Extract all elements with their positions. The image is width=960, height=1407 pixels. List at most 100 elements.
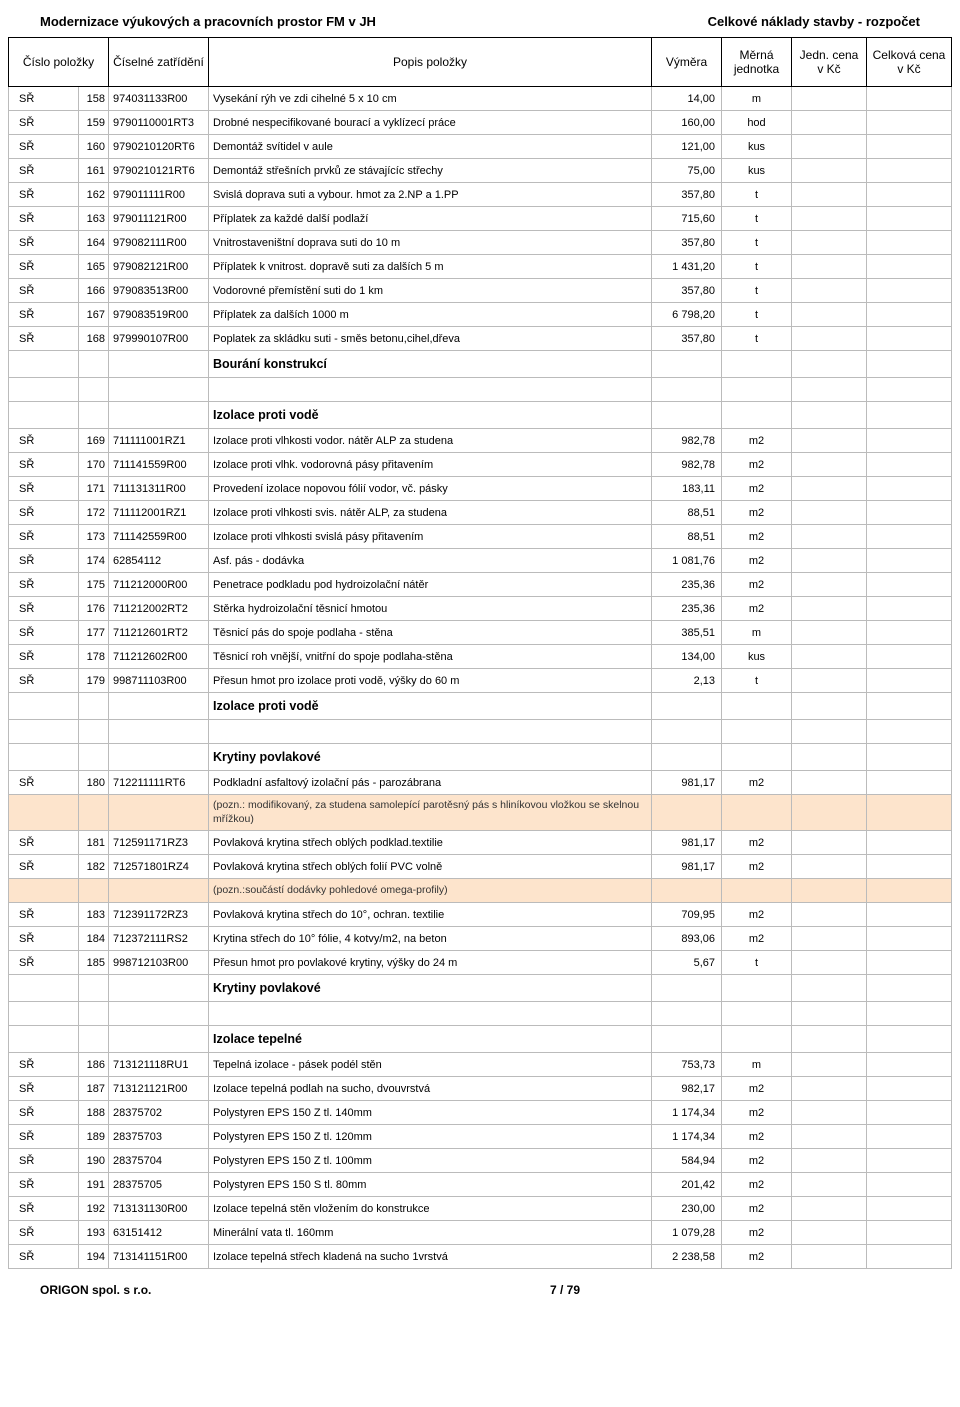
cell-unit-price (792, 1149, 867, 1173)
cell-qty: 357,80 (652, 327, 722, 351)
cell-qty: 753,73 (652, 1053, 722, 1077)
cell-total (867, 135, 952, 159)
cell-desc: Provedení izolace nopovou fólií vodor, v… (209, 477, 652, 501)
cell-unit-price (792, 771, 867, 795)
cell-desc: Izolace proti vlhkosti svis. nátěr ALP, … (209, 501, 652, 525)
cell-desc: Těsnicí pás do spoje podlaha - stěna (209, 621, 652, 645)
table-row: SŘ172711112001RZ1Izolace proti vlhkosti … (9, 501, 952, 525)
cell-code: 712591171RZ3 (109, 831, 209, 855)
table-row (9, 378, 952, 402)
table-row: SŘ186713121118RU1Tepelná izolace - pásek… (9, 1053, 952, 1077)
cell-unit-price (792, 525, 867, 549)
cell-qty: 88,51 (652, 501, 722, 525)
cell-sr: SŘ (9, 1221, 79, 1245)
cell-code: 713141151R00 (109, 1245, 209, 1269)
cell-unit-price (792, 87, 867, 111)
table-header-row: Číslo položky Číselné zatřídění Popis po… (9, 38, 952, 87)
cell-num: 178 (79, 645, 109, 669)
cell-code: 28375705 (109, 1173, 209, 1197)
cell-num: 168 (79, 327, 109, 351)
cell-desc: Izolace tepelná podlah na sucho, dvouvrs… (209, 1077, 652, 1101)
cell-code: 711142559R00 (109, 525, 209, 549)
cell-unit-price (792, 903, 867, 927)
cell-sr: SŘ (9, 111, 79, 135)
table-row: SŘ168979990107R00Poplatek za skládku sut… (9, 327, 952, 351)
cell-qty: 2 238,58 (652, 1245, 722, 1269)
cell-code: 711212000R00 (109, 573, 209, 597)
cell-total (867, 279, 952, 303)
table-row: SŘ162979011111R00Svislá doprava suti a v… (9, 183, 952, 207)
cell-unit-price (792, 1125, 867, 1149)
cell-code: 28375702 (109, 1101, 209, 1125)
cell-qty: 357,80 (652, 183, 722, 207)
cell-sr: SŘ (9, 771, 79, 795)
cell-code: 63151412 (109, 1221, 209, 1245)
cell-num: 185 (79, 951, 109, 975)
cell-code: 711212601RT2 (109, 621, 209, 645)
table-row: SŘ181712591171RZ3Povlaková krytina střec… (9, 831, 952, 855)
cell-sr: SŘ (9, 207, 79, 231)
cell-num: 164 (79, 231, 109, 255)
cell-unit: t (722, 327, 792, 351)
cell-qty: 357,80 (652, 231, 722, 255)
cell-sr: SŘ (9, 255, 79, 279)
cell-unit: t (722, 231, 792, 255)
cell-unit: m2 (722, 1245, 792, 1269)
table-row: SŘ187713121121R00Izolace tepelná podlah … (9, 1077, 952, 1101)
cell-desc: Příplatek k vnitrost. dopravě suti za da… (209, 255, 652, 279)
cell-desc: Vodorovné přemístění suti do 1 km (209, 279, 652, 303)
cell-unit: m2 (722, 525, 792, 549)
cell-unit-price (792, 855, 867, 879)
cell-desc: Izolace tepelná stěn vložením do konstru… (209, 1197, 652, 1221)
table-row: SŘ169711111001RZ1Izolace proti vlhkosti … (9, 429, 952, 453)
cell-sr: SŘ (9, 429, 79, 453)
cell-num: 166 (79, 279, 109, 303)
cell-unit: m2 (722, 831, 792, 855)
cell-desc: Minerální vata tl. 160mm (209, 1221, 652, 1245)
cell-sr: SŘ (9, 1149, 79, 1173)
cell-qty: 235,36 (652, 597, 722, 621)
cell-total (867, 549, 952, 573)
cell-total (867, 573, 952, 597)
table-row: SŘ163979011121R00Příplatek za každé dalš… (9, 207, 952, 231)
cell-code: 711212002RT2 (109, 597, 209, 621)
section-title: Krytiny povlakové (209, 744, 652, 771)
table-row: SŘ170711141559R00Izolace proti vlhk. vod… (9, 453, 952, 477)
cell-sr: SŘ (9, 855, 79, 879)
cell-total (867, 87, 952, 111)
cell-code: 979083519R00 (109, 303, 209, 327)
cell-num: 187 (79, 1077, 109, 1101)
cell-num: 190 (79, 1149, 109, 1173)
cell-code: 711141559R00 (109, 453, 209, 477)
cell-unit: m2 (722, 771, 792, 795)
cell-unit: m2 (722, 1101, 792, 1125)
cell-num: 176 (79, 597, 109, 621)
table-row: Izolace proti vodě (9, 402, 952, 429)
cell-unit-price (792, 207, 867, 231)
cell-desc: Povlaková krytina střech oblých podklad.… (209, 831, 652, 855)
cell-qty: 893,06 (652, 927, 722, 951)
cell-desc: Izolace tepelná střech kladená na sucho … (209, 1245, 652, 1269)
cell-total (867, 1149, 952, 1173)
table-row: SŘ166979083513R00Vodorovné přemístění su… (9, 279, 952, 303)
col-total-price: Celková cena v Kč (867, 38, 952, 87)
cell-desc: Polystyren EPS 150 S tl. 80mm (209, 1173, 652, 1197)
cell-num: 159 (79, 111, 109, 135)
cell-unit: hod (722, 111, 792, 135)
cell-code: 979082121R00 (109, 255, 209, 279)
cell-unit-price (792, 1245, 867, 1269)
cell-qty: 982,78 (652, 429, 722, 453)
cell-unit: t (722, 183, 792, 207)
cell-qty: 183,11 (652, 477, 722, 501)
cell-num: 183 (79, 903, 109, 927)
cell-total (867, 1053, 952, 1077)
cell-num: 161 (79, 159, 109, 183)
cell-num: 193 (79, 1221, 109, 1245)
table-row: Bourání konstrukcí (9, 351, 952, 378)
cell-unit-price (792, 1221, 867, 1245)
cell-code: 974031133R00 (109, 87, 209, 111)
cell-sr: SŘ (9, 327, 79, 351)
cell-desc: Demontáž střešních prvků ze stávajícíc s… (209, 159, 652, 183)
col-unit: Měrná jednotka (722, 38, 792, 87)
cell-unit-price (792, 927, 867, 951)
